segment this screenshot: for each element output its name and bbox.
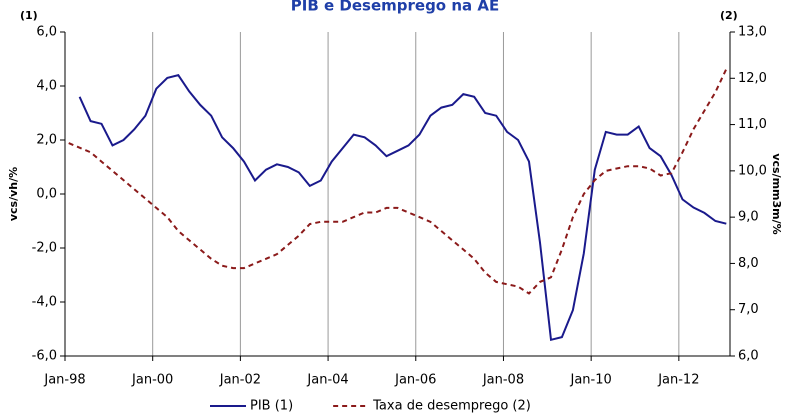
x-tick-label: Jan-02: [219, 373, 261, 388]
y-tick-label: 2,0: [36, 133, 57, 148]
legend-label: Taxa de desemprego (2): [372, 399, 531, 414]
series-line: [68, 68, 728, 295]
x-tick-label: Jan-00: [131, 373, 173, 388]
x-tick-label: Jan-06: [394, 373, 436, 388]
y-tick-label: -2,0: [32, 241, 57, 256]
y2-tick-label: 12,0: [738, 71, 767, 86]
y-tick-label: -6,0: [32, 349, 57, 364]
x-tick-label: Jan-10: [570, 373, 612, 388]
y2-tick-label: 6,0: [738, 349, 759, 364]
series-line: [78, 74, 727, 342]
chart-title: PIB e Desemprego na AE: [291, 0, 499, 15]
y-axis-label: vcs/vh/%: [7, 167, 20, 221]
y2-tick-label: 11,0: [738, 117, 767, 132]
y2-tick-label: 10,0: [738, 163, 767, 178]
y-tick-label: -4,0: [32, 295, 57, 310]
legend-label: PIB (1): [250, 399, 293, 414]
y2-tick-label: 8,0: [738, 256, 759, 271]
y-tick-label: 0,0: [36, 187, 57, 202]
y2-note: (2): [720, 9, 738, 22]
y2-tick-label: 13,0: [738, 25, 767, 40]
y-note: (1): [20, 9, 38, 22]
y-tick-label: 6,0: [36, 25, 57, 40]
x-tick-label: Jan-04: [306, 373, 348, 388]
x-tick-label: Jan-08: [482, 373, 524, 388]
y2-tick-label: 7,0: [738, 302, 759, 317]
x-tick-label: Jan-98: [43, 373, 85, 388]
y2-axis-label: vcs/mm3m/%: [770, 153, 783, 234]
y-tick-label: 4,0: [36, 79, 57, 94]
y2-tick-label: 9,0: [738, 210, 759, 225]
x-tick-label: Jan-12: [657, 373, 699, 388]
